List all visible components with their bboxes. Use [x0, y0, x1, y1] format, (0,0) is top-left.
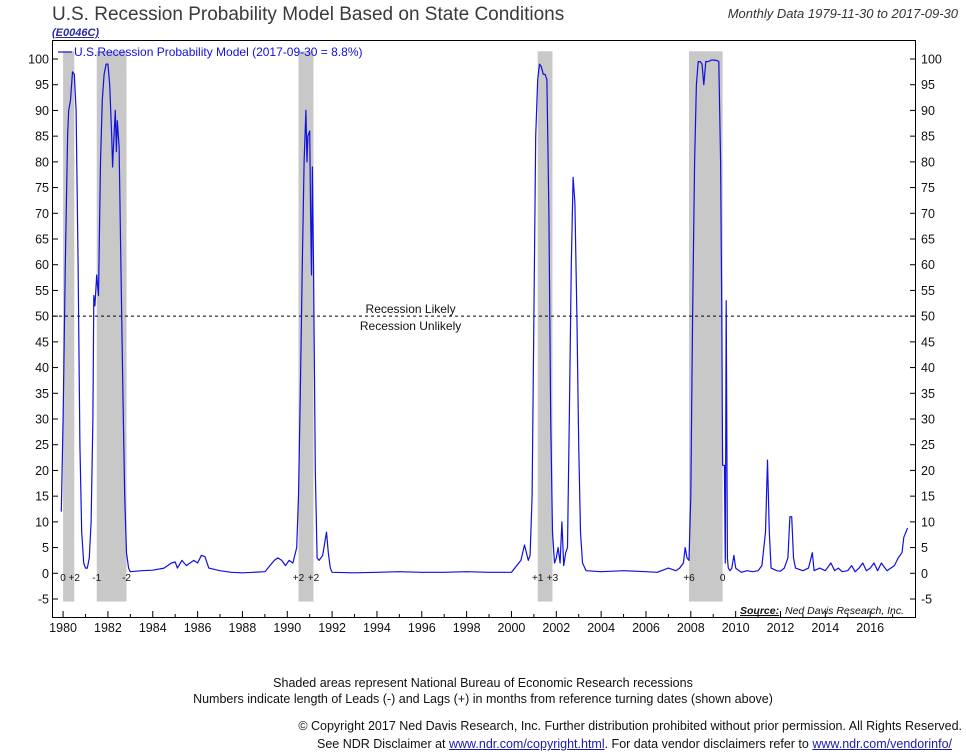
x-tick-label: 1996 — [408, 621, 436, 635]
y-tick-label-left: 90 — [35, 104, 49, 118]
y-tick-label-left: 85 — [35, 130, 49, 144]
y-tick-label-left: 70 — [35, 207, 49, 221]
y-tick-label-right: 30 — [921, 413, 935, 427]
x-tick-label: 1990 — [273, 621, 301, 635]
y-tick-label-right: 35 — [921, 387, 935, 401]
y-tick-label-right: 5 — [921, 541, 928, 555]
recession-lag-label: -2 — [122, 573, 131, 584]
recession-lag-label: +2 — [69, 573, 81, 584]
x-tick-label: 1988 — [229, 621, 257, 635]
x-tick-label: 2004 — [587, 621, 615, 635]
y-tick-label-left: -5 — [38, 593, 49, 607]
threshold-above-label: Recession Likely — [366, 302, 456, 316]
recession-lead-label: +2 — [293, 573, 305, 584]
y-tick-label-right: 60 — [921, 258, 935, 272]
y-tick-label-left: 35 — [35, 387, 49, 401]
y-tick-label-right: 55 — [921, 284, 935, 298]
legend-label: U.S.Recession Probability Model (2017-09… — [74, 45, 362, 59]
chart-code-link[interactable]: (E0046C) — [52, 27, 100, 39]
y-tick-label-left: 5 — [42, 541, 49, 555]
y-tick-label-left: 55 — [35, 284, 49, 298]
x-tick-label: 1998 — [453, 621, 481, 635]
y-tick-label-right: 50 — [921, 310, 935, 324]
x-tick-label: 2012 — [767, 621, 795, 635]
recession-lead-label: -1 — [92, 573, 101, 584]
x-tick-label: 1982 — [94, 621, 122, 635]
disclaimer-prefix: See NDR Disclaimer at — [317, 737, 449, 751]
disclaimer: See NDR Disclaimer at www.ndr.com/copyri… — [317, 737, 952, 751]
recession-lag-label: +2 — [308, 573, 320, 584]
x-tick-label: 2008 — [677, 621, 705, 635]
recession-lag-label: 0 — [720, 573, 726, 584]
disclaimer-mid: . For data vendor disclaimers refer to — [604, 737, 813, 751]
x-tick-label: 2016 — [856, 621, 884, 635]
y-tick-label-left: 65 — [35, 233, 49, 247]
x-tick-label: 2014 — [811, 621, 839, 635]
y-tick-label-left: 25 — [35, 438, 49, 452]
recession-lead-label: +6 — [683, 573, 695, 584]
y-tick-label-right: 80 — [921, 155, 935, 169]
copyright-notice: © Copyright 2017 Ned Davis Research, Inc… — [298, 719, 962, 733]
y-tick-label-right: 75 — [921, 181, 935, 195]
y-tick-label-right: 100 — [921, 53, 942, 67]
y-tick-label-right: 90 — [921, 104, 935, 118]
copyright-link[interactable]: www.ndr.com/copyright.html — [449, 737, 605, 751]
y-tick-label-left: 95 — [35, 78, 49, 92]
y-tick-label-right: 15 — [921, 490, 935, 504]
plot-frame — [52, 40, 916, 618]
y-tick-label-right: 25 — [921, 438, 935, 452]
y-tick-label-left: 40 — [35, 361, 49, 375]
date-range: Monthly Data 1979-11-30 to 2017-09-30 — [727, 6, 958, 21]
y-tick-label-right: 0 — [921, 567, 928, 581]
x-tick-label: 1984 — [139, 621, 167, 635]
x-tick-label: 1994 — [363, 621, 391, 635]
y-tick-label-right: 45 — [921, 335, 935, 349]
x-tick-label: 2010 — [722, 621, 750, 635]
y-tick-label-left: 15 — [35, 490, 49, 504]
x-tick-label: 1986 — [184, 621, 212, 635]
recession-lead-label: 0 — [60, 573, 66, 584]
footnote-leads-lags: Numbers indicate length of Leads (-) and… — [193, 692, 773, 706]
chart-title: U.S. Recession Probability Model Based o… — [52, 4, 565, 25]
y-tick-label-right: 65 — [921, 233, 935, 247]
y-tick-label-left: 80 — [35, 155, 49, 169]
recession-lag-label: +3 — [547, 573, 559, 584]
y-tick-label-left: 30 — [35, 413, 49, 427]
y-tick-label-right: 85 — [921, 130, 935, 144]
y-tick-label-left: 50 — [35, 310, 49, 324]
recession-shade — [689, 51, 723, 602]
y-tick-label-left: 100 — [28, 53, 49, 67]
recession-shade — [63, 51, 75, 602]
y-tick-label-right: 10 — [921, 515, 935, 529]
x-tick-label: 2000 — [498, 621, 526, 635]
x-tick-label: 1992 — [318, 621, 346, 635]
source-text: Ned Davis Research, Inc. — [785, 605, 904, 617]
y-tick-label-right: -5 — [921, 593, 932, 607]
y-tick-label-left: 45 — [35, 335, 49, 349]
y-tick-label-left: 10 — [35, 515, 49, 529]
y-tick-label-left: 20 — [35, 464, 49, 478]
recession-lead-label: +1 — [532, 573, 544, 584]
y-tick-label-right: 40 — [921, 361, 935, 375]
y-tick-label-right: 70 — [921, 207, 935, 221]
y-tick-label-right: 95 — [921, 78, 935, 92]
y-tick-label-left: 75 — [35, 181, 49, 195]
x-tick-label: 1980 — [49, 621, 77, 635]
y-tick-label-left: 60 — [35, 258, 49, 272]
y-tick-label-right: 20 — [921, 464, 935, 478]
x-tick-label: 2006 — [632, 621, 660, 635]
source-label: Source: — [740, 605, 779, 617]
probability-series-line — [60, 59, 909, 574]
y-tick-label-left: 0 — [42, 567, 49, 581]
threshold-below-label: Recession Unlikely — [360, 319, 461, 333]
vendorinfo-link[interactable]: www.ndr.com/vendorinfo/ — [812, 737, 952, 751]
footnote-shading: Shaded areas represent National Bureau o… — [273, 676, 693, 690]
x-tick-label: 2002 — [542, 621, 570, 635]
